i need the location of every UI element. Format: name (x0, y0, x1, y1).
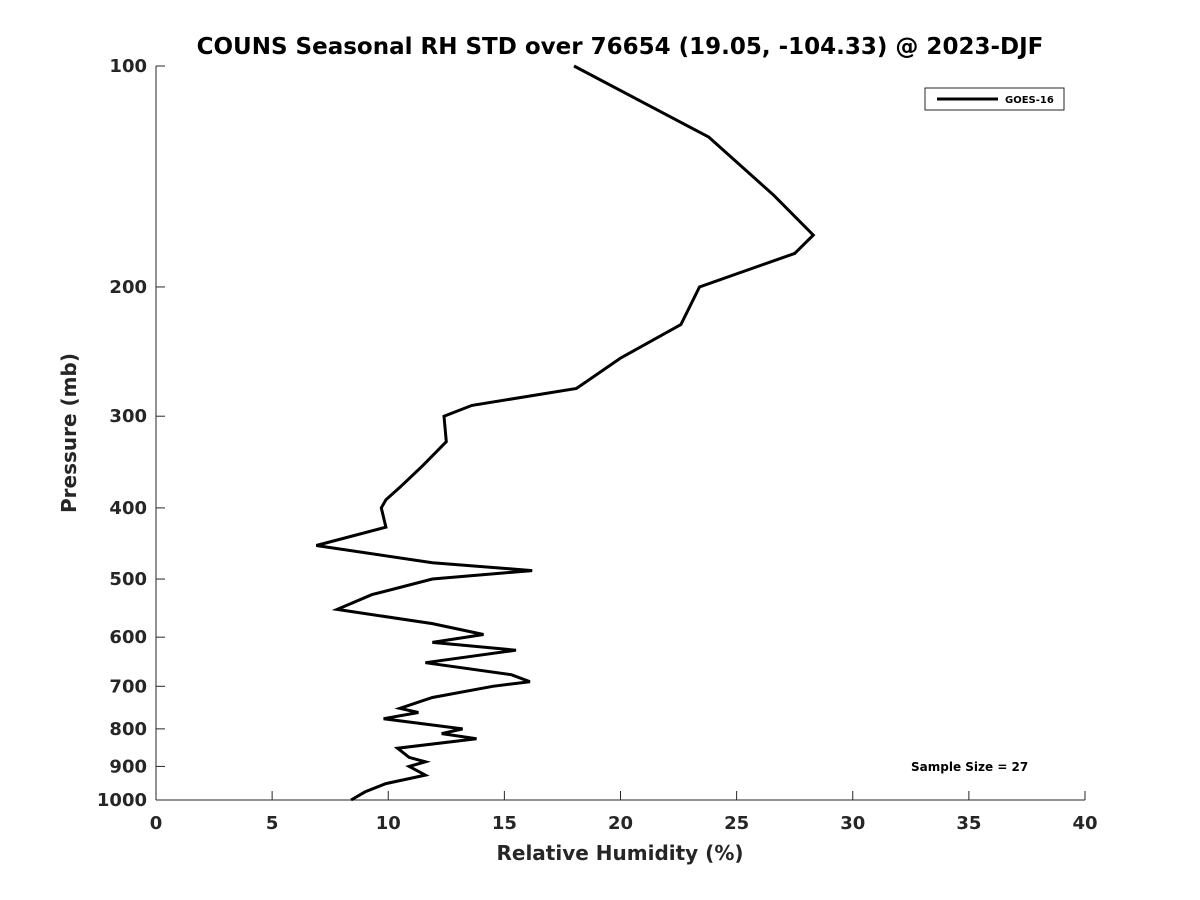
series-line-goes-16 (315, 64, 816, 802)
series-layer (315, 64, 816, 802)
x-tick-label: 30 (840, 813, 865, 834)
y-tick-label: 400 (109, 498, 147, 519)
x-axis-label: Relative Humidity (%) (496, 841, 743, 865)
x-tick-label: 15 (492, 813, 517, 834)
y-tick-label: 900 (109, 756, 147, 777)
y-tick-label: 100 (109, 56, 147, 77)
x-tick-label: 5 (266, 813, 279, 834)
y-tick-label: 700 (109, 676, 147, 697)
y-tick-label: 300 (109, 406, 147, 427)
y-tick-label: 800 (109, 719, 147, 740)
x-tick-label: 25 (724, 813, 749, 834)
x-tick-label: 20 (608, 813, 633, 834)
y-tick-label: 500 (109, 569, 147, 590)
sample-size-note: Sample Size = 27 (911, 760, 1028, 774)
y-tick-label: 600 (109, 627, 147, 648)
chart-title: COUNS Seasonal RH STD over 76654 (19.05,… (197, 34, 1044, 60)
y-tick-label: 1000 (97, 790, 147, 811)
legend: GOES-16 (924, 87, 1065, 111)
x-ticks: 0 5 10 15 20 25 30 35 40 (150, 791, 1098, 834)
x-tick-label: 0 (150, 813, 163, 834)
x-tick-label: 40 (1072, 813, 1097, 834)
y-axis-label: Pressure (mb) (57, 353, 81, 513)
x-tick-label: 10 (376, 813, 401, 834)
y-tick-label: 200 (109, 277, 147, 298)
y-ticks: 100 200 300 400 500 600 700 800 900 1000 (97, 56, 165, 811)
x-tick-label: 35 (956, 813, 981, 834)
legend-label: GOES-16 (1005, 95, 1054, 106)
